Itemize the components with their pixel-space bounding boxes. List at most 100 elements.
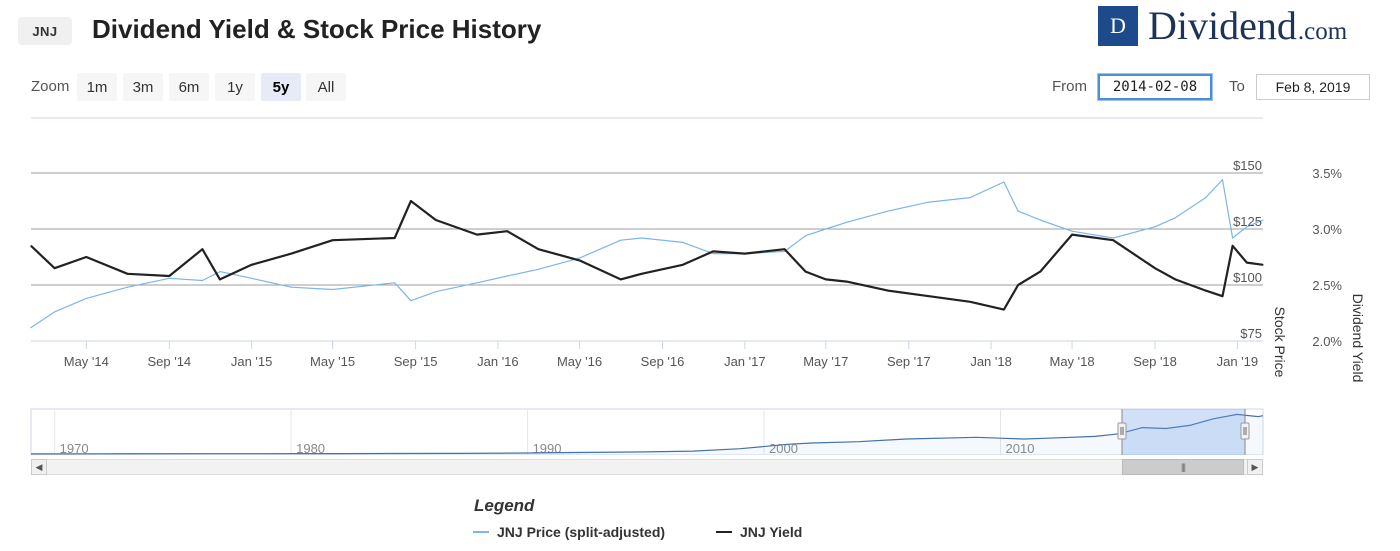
x-tick-label: Sep '15 [394, 354, 438, 369]
price-point [712, 253, 714, 255]
x-tick-label: Sep '17 [887, 354, 931, 369]
price-point [126, 286, 129, 288]
to-date-input[interactable] [1256, 74, 1370, 100]
yield-point [251, 264, 253, 266]
price-point [168, 277, 170, 279]
x-tick-label: May '17 [803, 354, 848, 369]
zoom-button-3m[interactable]: 3m [123, 73, 163, 101]
yield-point [1246, 262, 1248, 264]
zoom-button-5y[interactable]: 5y [261, 73, 301, 101]
yield-point [1017, 284, 1019, 286]
navigator-selection[interactable] [1117, 409, 1250, 455]
brand-logo-tld: .com [1297, 18, 1348, 45]
price-point [1003, 181, 1005, 183]
yield-point [1039, 271, 1041, 273]
price-point [251, 277, 253, 279]
zoom-button-all[interactable]: All [306, 73, 346, 101]
price-point [85, 297, 87, 299]
yield-point [887, 290, 889, 292]
yield-point [54, 267, 56, 269]
scroll-right-arrow-icon[interactable]: ▶ [1247, 459, 1263, 475]
price-point [1154, 226, 1156, 228]
grid-layer [31, 117, 1263, 342]
yield-point [641, 273, 643, 275]
zoom-button-1y[interactable]: 1y [215, 73, 255, 101]
y-right-tick-label: 2.0% [1312, 334, 1342, 349]
price-point [578, 257, 581, 259]
yield-point [219, 278, 221, 280]
yield-point [825, 278, 827, 280]
yield-point [620, 278, 622, 280]
brand-logo[interactable]: D Dividend .com [1098, 4, 1347, 48]
x-tick-label: Jan '16 [477, 354, 519, 369]
price-point [394, 282, 396, 284]
price-point [1017, 210, 1019, 212]
from-date-input[interactable] [1098, 74, 1212, 100]
y-left-tick-label: $150 [1233, 158, 1262, 173]
yield-point [1262, 264, 1264, 266]
price-point [1071, 230, 1073, 232]
legend-label-price: JNJ Price (split-adjusted) [497, 524, 666, 540]
price-point [30, 327, 32, 329]
scrollbar-track[interactable] [47, 459, 1247, 475]
brand-logo-name: Dividend [1148, 3, 1297, 48]
navigator-frame [30, 408, 1264, 455]
legend-item-price[interactable]: JNJ Price (split-adjusted) [473, 524, 665, 540]
yield-point [578, 259, 581, 261]
x-tick-label: Jan '18 [970, 354, 1012, 369]
yield-point [168, 275, 170, 277]
yield-point [928, 295, 930, 297]
price-point [1039, 219, 1041, 221]
zoom-button-6m[interactable]: 6m [169, 73, 209, 101]
price-series-layer [30, 179, 1264, 329]
navigator-tick-label: 2010 [1006, 441, 1035, 455]
yield-point [435, 219, 437, 221]
legend-title: Legend [474, 496, 535, 515]
navigator[interactable]: 19701980199020002010 [30, 408, 1264, 455]
price-point [201, 279, 203, 282]
x-tick-label: May '15 [310, 354, 355, 369]
x-tick-label: Jan '17 [724, 354, 766, 369]
yield-point [410, 200, 412, 202]
yield-point [30, 245, 32, 247]
x-tick-label: Sep '16 [641, 354, 685, 369]
legend-swatch-price [473, 531, 489, 533]
yield-point [506, 230, 508, 232]
yield-point [126, 273, 129, 275]
navigator-area [31, 414, 1263, 455]
price-point [1174, 217, 1176, 219]
legend-swatch-yield [716, 531, 732, 533]
y-right-tick-label: 3.5% [1312, 166, 1342, 181]
y-left-tick-label: $100 [1233, 270, 1262, 285]
yield-point [1112, 239, 1114, 241]
scrollbar-thumb[interactable]: ||| [1122, 459, 1244, 475]
price-point [641, 237, 643, 239]
price-yield-chart: $75 $100 $125 $150 2.0% 2.5% 3.0% 3.5% May '14 Se… [30, 117, 1366, 455]
legend-item-yield[interactable]: JNJ Yield [716, 524, 802, 540]
y-left-tick-label: $125 [1233, 214, 1262, 229]
price-point [620, 239, 622, 241]
navigator-right-handle[interactable] [1240, 422, 1250, 440]
price-point [1205, 197, 1207, 199]
price-point [1112, 237, 1114, 239]
navigator-grid: 19701980199020002010 [30, 408, 1264, 455]
zoom-button-1m[interactable]: 1m [77, 73, 117, 101]
price-point [887, 210, 889, 212]
navigator-series [30, 413, 1264, 455]
yield-point [1154, 267, 1156, 269]
price-point [54, 311, 56, 313]
price-point [290, 286, 292, 288]
price-point [506, 275, 508, 277]
scroll-left-arrow-icon[interactable]: ◀ [31, 459, 47, 475]
yield-series-line [30, 199, 1264, 311]
yield-point [784, 248, 786, 250]
yield-point [744, 253, 746, 255]
yield-point [1003, 309, 1005, 311]
navigator-selected-range[interactable] [1122, 409, 1245, 455]
price-point [928, 201, 930, 203]
navigator-tick-label: 1990 [533, 441, 562, 455]
x-tick-label: Jan '19 [1217, 354, 1259, 369]
navigator-left-handle[interactable] [1117, 422, 1127, 440]
yield-point [805, 271, 807, 273]
yield-point [846, 281, 848, 283]
